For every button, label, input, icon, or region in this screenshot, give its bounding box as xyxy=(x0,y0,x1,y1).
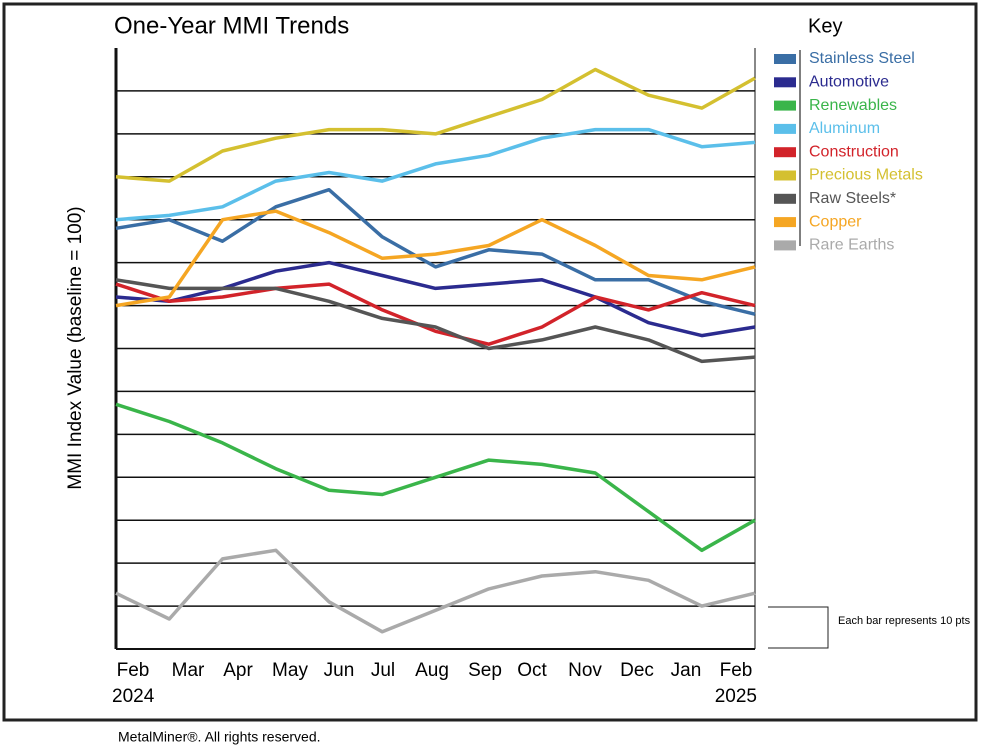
legend-title: Key xyxy=(808,15,842,37)
note-bracket xyxy=(768,606,829,649)
legend-swatch xyxy=(774,77,796,88)
x-tick-label: May xyxy=(272,660,308,681)
x-tick-label: Jul xyxy=(371,660,395,681)
legend-swatch xyxy=(774,100,796,111)
x-tick-label: Dec xyxy=(620,660,654,681)
x-tick-label: Apr xyxy=(223,660,253,681)
series-line xyxy=(115,548,756,634)
legend-swatch xyxy=(774,170,796,181)
legend-swatch xyxy=(774,193,796,204)
series-line xyxy=(115,209,756,308)
note: Each bar represents 10 pts xyxy=(838,615,971,627)
x-tick-label: Feb xyxy=(720,660,753,681)
frame xyxy=(2,2,978,722)
year-label: 2025 xyxy=(715,686,757,707)
legend-label: Precious Metals xyxy=(809,167,923,184)
footer: MetalMiner®. All rights reserved. xyxy=(118,729,321,745)
series-line xyxy=(115,187,756,316)
note-text: Each bar represents 10 pts xyxy=(838,615,971,627)
series-line xyxy=(115,282,756,346)
legend-swatch xyxy=(774,240,796,251)
legend-label: Stainless Steel xyxy=(809,50,915,67)
x-tick-label: Aug xyxy=(415,660,449,681)
y-axis-label: MMI Index Value (baseline = 100) xyxy=(65,206,86,489)
legend-label: Raw Steels* xyxy=(809,190,896,207)
x-tick-label: Jun xyxy=(324,660,355,681)
legend-label: Renewables xyxy=(809,97,897,114)
year-label: 2024 xyxy=(112,686,155,707)
legend-label: Automotive xyxy=(809,74,889,91)
legend-label: Rare Earths xyxy=(809,237,894,254)
x-tick-label: Sep xyxy=(468,660,502,681)
legend-swatch xyxy=(774,123,796,134)
legend-swatch xyxy=(774,217,796,228)
legend-swatch xyxy=(774,147,796,158)
x-tick-label: Feb xyxy=(117,660,150,681)
x-tick-label: Oct xyxy=(517,660,547,681)
legend-swatch xyxy=(774,54,796,64)
legend-label: Aluminum xyxy=(809,120,880,137)
series-line xyxy=(115,67,756,183)
x-tick-label: Nov xyxy=(568,660,602,681)
legend-label: Copper xyxy=(809,213,862,230)
series-line xyxy=(115,278,756,364)
chart-title: One-Year MMI Trends xyxy=(114,12,349,39)
series-line xyxy=(115,127,756,222)
x-tick-label: Mar xyxy=(172,660,205,681)
legend-label: Construction xyxy=(809,143,899,160)
x-tick-label: Jan xyxy=(671,660,702,681)
series-line xyxy=(115,402,756,553)
